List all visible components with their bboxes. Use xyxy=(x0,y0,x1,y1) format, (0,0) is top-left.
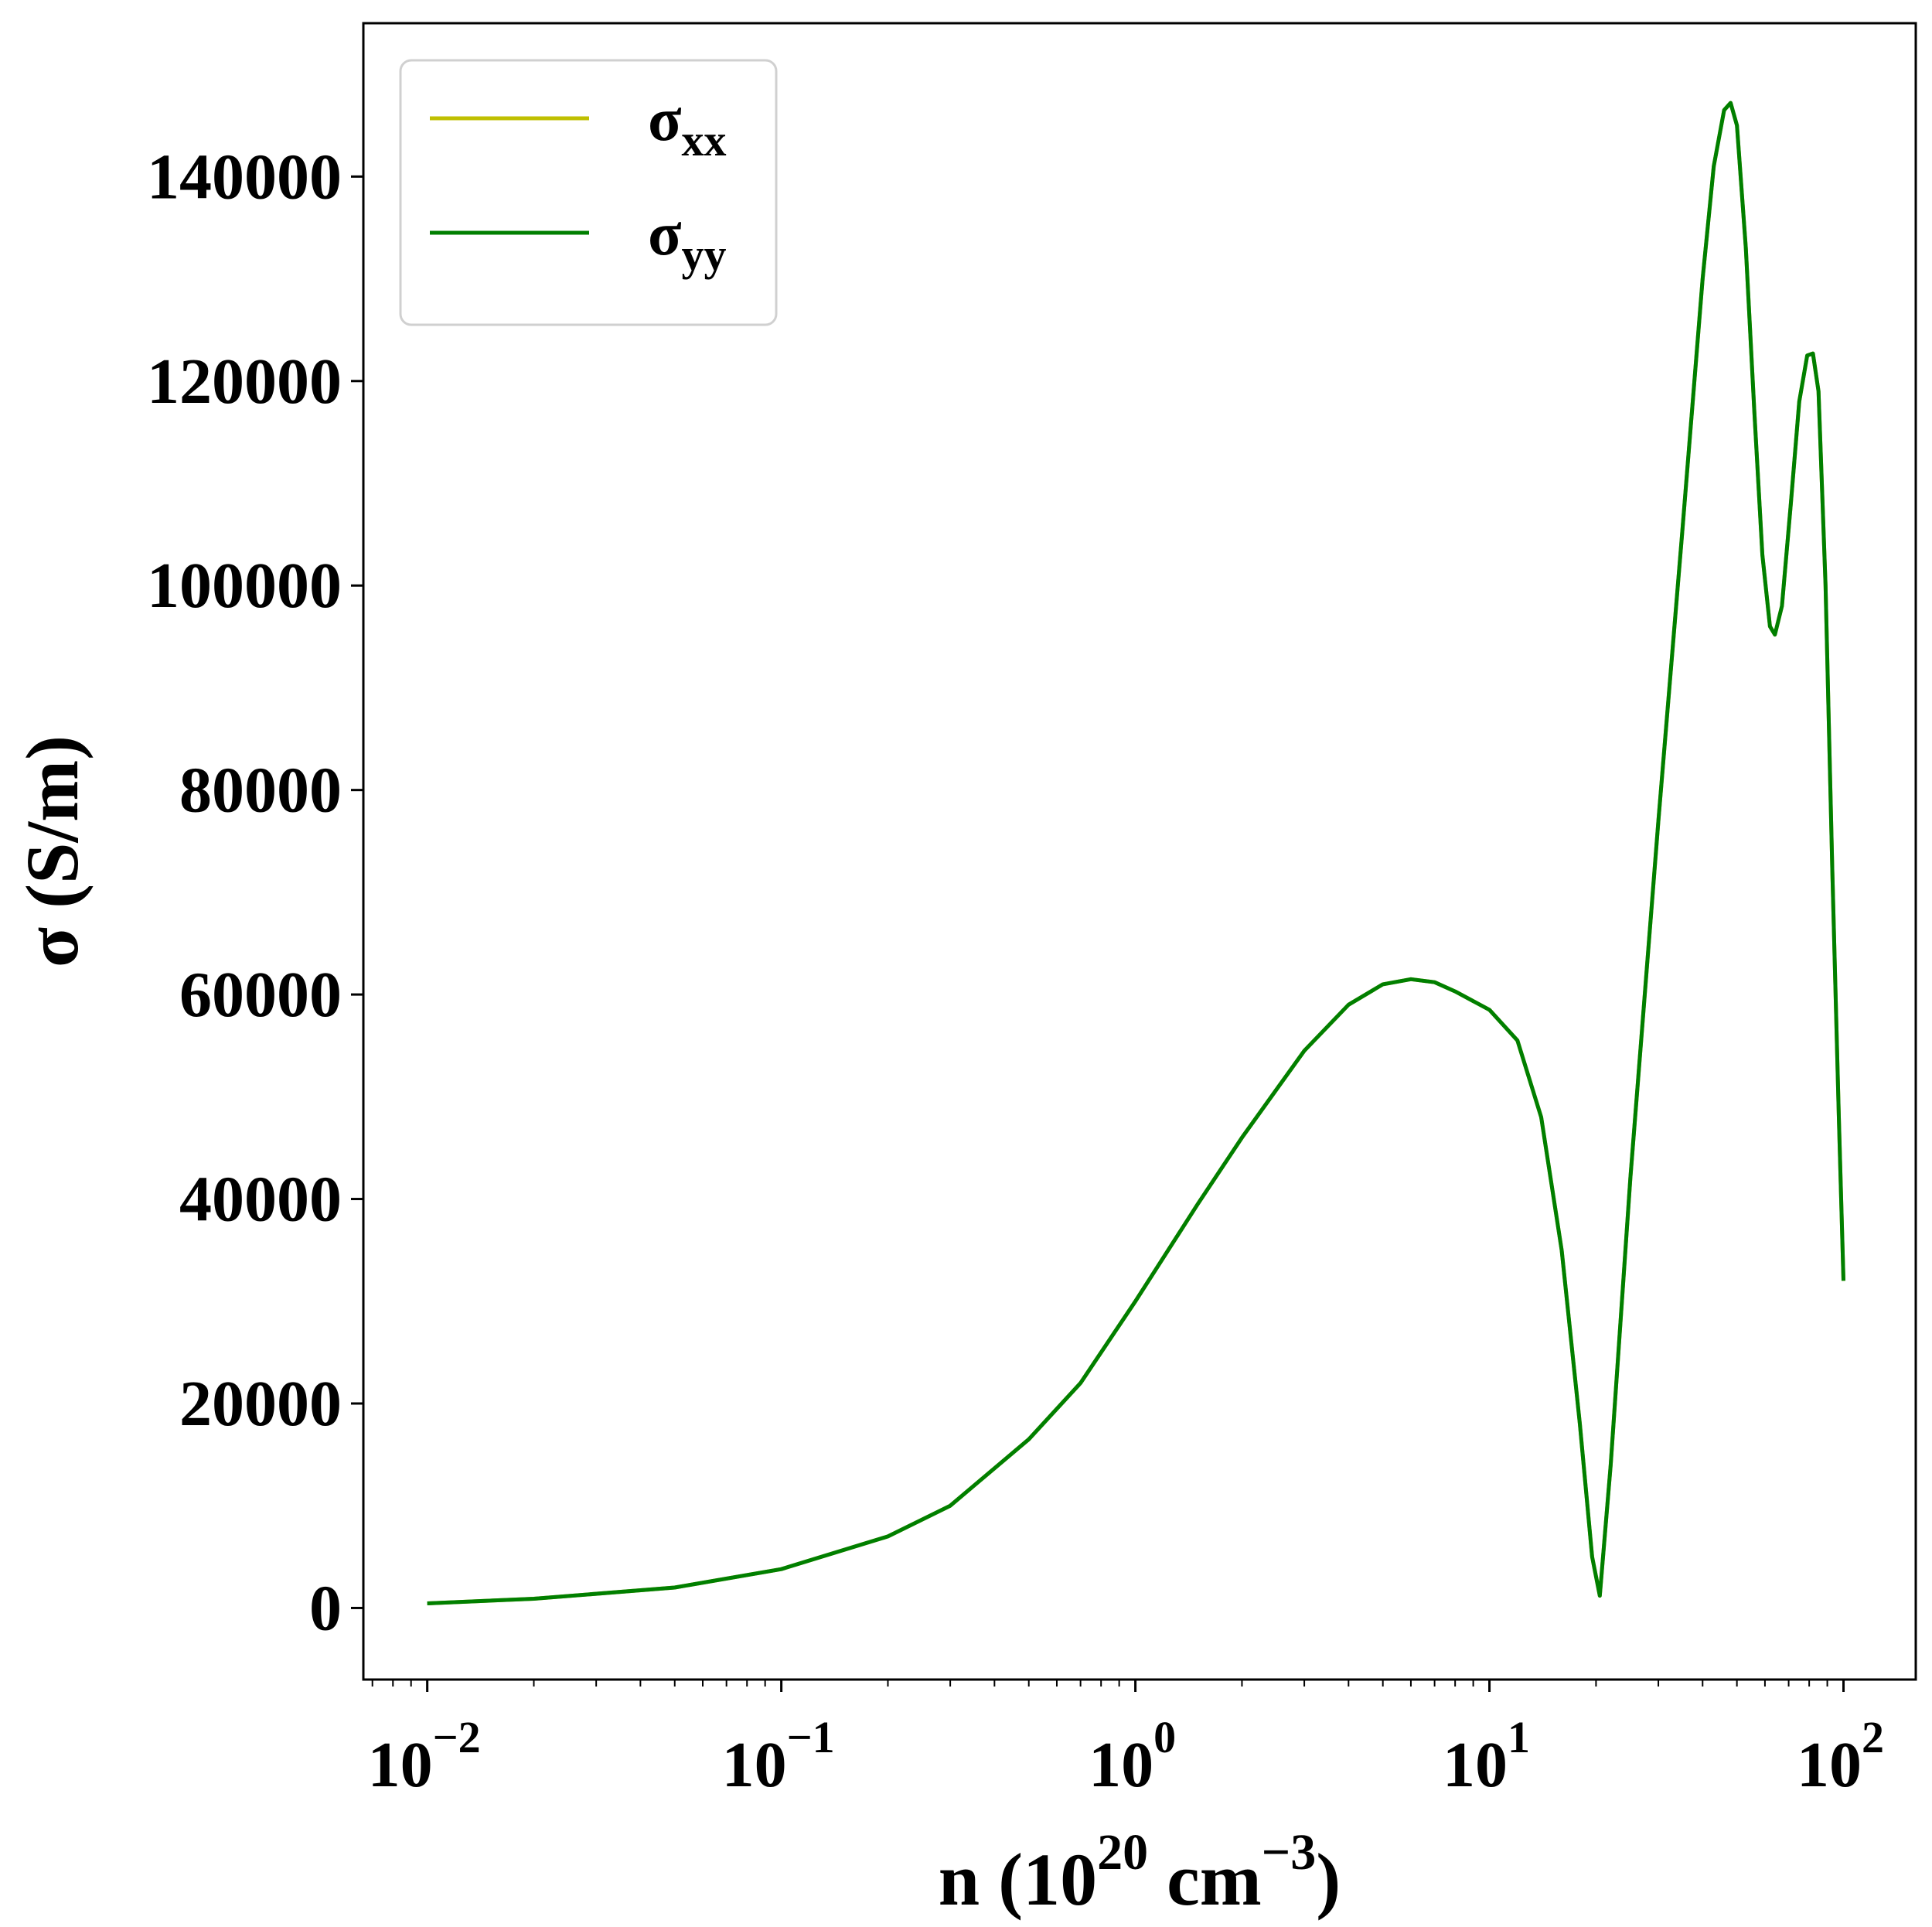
x-tick-label: 102 xyxy=(1797,1712,1884,1801)
y-tick-label: 40000 xyxy=(179,1164,342,1236)
axes-frame xyxy=(362,22,1917,1681)
y-tick-label: 60000 xyxy=(179,959,342,1031)
legend-box xyxy=(399,59,778,326)
y-tick-label: 80000 xyxy=(179,755,342,827)
y-tick-label: 120000 xyxy=(147,346,342,418)
axis-ticks: 0 20000 40000 60000 80000 100000 120000 140000 1… xyxy=(147,141,1884,1801)
x-tick-label: 100 xyxy=(1089,1712,1176,1801)
y-axis-title: σ (S/m) xyxy=(11,735,94,967)
legend-label-xx: σxx xyxy=(648,86,727,165)
legend-label-yy: σyy xyxy=(648,200,727,280)
plot-area xyxy=(427,101,1845,1605)
x-tick-label: 10−1 xyxy=(722,1712,835,1801)
x-axis-title: n (1020 cm−3) xyxy=(939,1824,1341,1921)
y-tick-label: 0 xyxy=(309,1572,342,1644)
y-tick-label: 20000 xyxy=(179,1368,342,1440)
x-tick-label: 10−2 xyxy=(368,1712,481,1801)
legend: σxx σyy xyxy=(399,59,778,326)
y-tick-label: 140000 xyxy=(147,141,342,213)
x-tick-label: 101 xyxy=(1443,1712,1530,1801)
series-line-sigma-yy xyxy=(427,101,1845,1605)
y-tick-label: 100000 xyxy=(147,550,342,622)
axis-titles: n (1020 cm−3) σ (S/m) xyxy=(11,735,1341,1921)
